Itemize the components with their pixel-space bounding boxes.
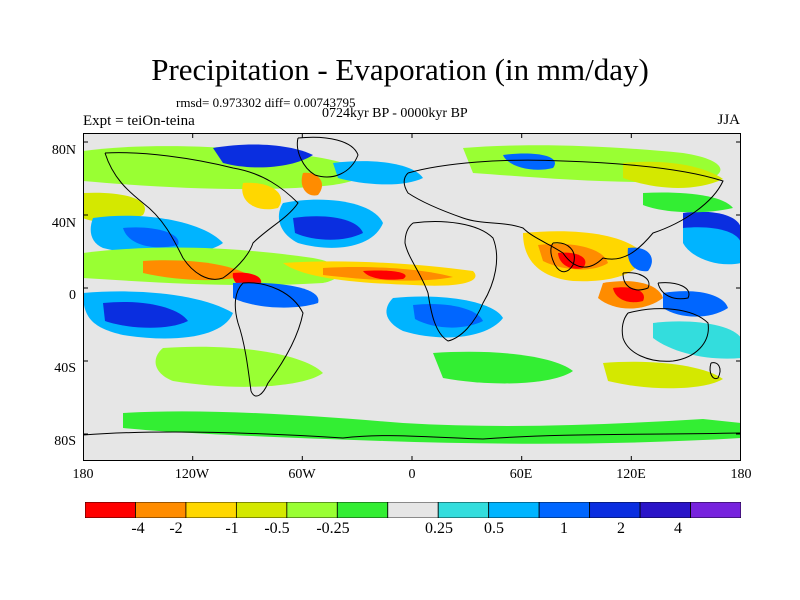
colorbar-label: 4 bbox=[674, 520, 682, 537]
lat-label-80s: 80S bbox=[54, 434, 76, 449]
colorbar-label: -0.5 bbox=[264, 520, 290, 537]
period-text: 0724kyr BP - 0000kyr BP bbox=[322, 106, 468, 121]
colorbar-label: -2 bbox=[169, 520, 183, 537]
lat-label-40s: 40S bbox=[54, 361, 76, 376]
lat-label-40n: 40N bbox=[51, 216, 76, 231]
field-patches bbox=[83, 144, 741, 461]
lon-label-60w: 60W bbox=[288, 467, 316, 482]
colorbar-label: 1 bbox=[560, 520, 568, 537]
colorbar-cell bbox=[185, 502, 237, 518]
colorbar-cell bbox=[690, 502, 741, 518]
season-label: JJA bbox=[717, 112, 740, 128]
colorbar-label: -1 bbox=[225, 520, 239, 537]
colorbar-cell bbox=[538, 502, 591, 518]
map-frame bbox=[83, 133, 741, 461]
colorbar-cell bbox=[336, 502, 389, 518]
colorbar-cell bbox=[85, 502, 136, 518]
colorbar-cell bbox=[639, 502, 691, 518]
colorbar-cell bbox=[135, 502, 187, 518]
lon-label-180e: 180 bbox=[730, 467, 752, 482]
colorbar-label: -0.25 bbox=[316, 520, 350, 537]
colorbar-cell bbox=[589, 502, 641, 518]
lat-label-80n: 80N bbox=[51, 143, 76, 158]
coastlines bbox=[83, 136, 741, 440]
lon-label-60e: 60E bbox=[509, 467, 533, 482]
colorbar-label: -4 bbox=[131, 520, 145, 537]
colorbar-cell bbox=[488, 502, 540, 518]
lon-label-120w: 120W bbox=[174, 467, 210, 482]
colorbar-label: 0.25 bbox=[425, 520, 453, 537]
colorbar-cell bbox=[235, 502, 288, 518]
lon-label-0: 0 bbox=[408, 467, 416, 482]
experiment-label: Expt = teiOn-teina bbox=[83, 113, 195, 129]
map-plot bbox=[83, 133, 741, 461]
lon-label-180w: 180 bbox=[72, 467, 94, 482]
colorbar bbox=[85, 502, 741, 518]
lon-label-120e: 120E bbox=[616, 467, 646, 482]
stats-text: rmsd= 0.973302 diff= 0.00743795 bbox=[176, 95, 356, 110]
colorbar-label: 2 bbox=[617, 520, 625, 537]
lat-label-0: 0 bbox=[69, 288, 76, 303]
colorbar-label: 0.5 bbox=[484, 520, 504, 537]
colorbar-cell bbox=[437, 502, 490, 518]
colorbar-cell bbox=[387, 502, 439, 518]
colorbar-cell bbox=[286, 502, 338, 518]
plot-title: Precipitation - Evaporation (in mm/day) bbox=[151, 52, 649, 87]
